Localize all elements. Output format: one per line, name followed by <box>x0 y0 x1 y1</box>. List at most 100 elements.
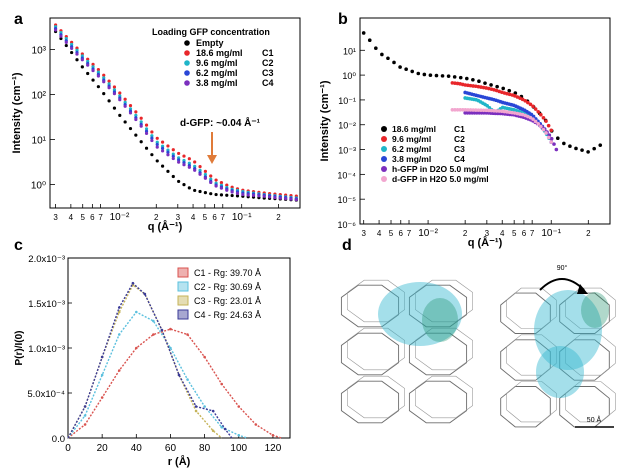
data-point <box>289 197 293 201</box>
series-line <box>67 282 233 439</box>
data-point <box>404 67 408 72</box>
data-point <box>186 378 189 381</box>
data-point <box>160 144 165 148</box>
cage-cell <box>408 284 468 328</box>
data-point <box>144 146 149 150</box>
x-tick-label: 60 <box>165 443 177 454</box>
x-tick-label: 6 <box>212 213 217 222</box>
x-tick-label: 6 <box>399 229 404 238</box>
legend-label: 6.2 mg/ml <box>196 68 238 78</box>
data-point <box>64 36 68 41</box>
data-point <box>526 100 530 105</box>
data-point <box>219 186 224 190</box>
data-point <box>198 172 202 176</box>
legend-marker <box>381 126 387 132</box>
data-point <box>273 195 277 200</box>
data-point <box>166 150 170 154</box>
legend-code: C1 <box>454 124 465 134</box>
data-point <box>214 178 218 182</box>
data-point <box>574 146 578 151</box>
data-point <box>86 63 90 67</box>
data-point <box>139 140 143 144</box>
legend-marker <box>184 70 190 76</box>
panel-c: c 0 20 40 60 80 100 120 0.0 5.0x10⁻⁴ 1.0x10⁻³ 1.5x… <box>14 237 291 468</box>
cage-cell-back <box>506 334 557 376</box>
legend-code: C3 <box>454 144 465 154</box>
data-point <box>225 188 229 192</box>
legend-marker <box>184 50 190 56</box>
protein-core <box>422 298 458 342</box>
protein-blob <box>534 290 602 370</box>
data-point <box>214 192 218 197</box>
data-point <box>102 80 106 84</box>
data-point <box>586 150 590 154</box>
data-point <box>193 188 197 193</box>
data-point <box>209 174 213 178</box>
data-point <box>428 73 433 78</box>
data-point <box>100 355 104 359</box>
data-point <box>466 108 470 112</box>
data-point <box>484 108 488 113</box>
mof-cage-right-illustration <box>500 287 616 428</box>
data-point <box>96 85 100 89</box>
data-point <box>131 281 135 285</box>
panel-b-xlabel: q (Å⁻¹) <box>468 236 503 249</box>
annotation-arrow-head <box>207 155 217 164</box>
data-point <box>452 75 457 79</box>
legend-marker <box>381 166 387 172</box>
data-point <box>203 190 207 195</box>
data-point <box>128 103 133 108</box>
y-tick-label: 10⁻³ <box>338 146 356 156</box>
data-point <box>155 142 159 147</box>
data-point <box>562 141 566 146</box>
x-tick-label: 5 <box>203 213 208 222</box>
data-point <box>187 165 191 169</box>
data-point <box>513 91 518 95</box>
data-point <box>477 79 481 83</box>
data-point <box>134 117 138 122</box>
x-tick-label: 100 <box>230 443 247 454</box>
cage-cell <box>500 339 551 381</box>
series-d-gfp-in-h2o-5-0-mg-ml <box>450 107 554 144</box>
data-point <box>549 128 554 133</box>
data-point <box>410 69 415 74</box>
rotation-arrow-icon <box>539 278 585 291</box>
panel-c-ylabel: P(r)/I(0) <box>14 331 25 366</box>
panel-b-series <box>361 31 603 154</box>
cage-cell-back <box>565 287 616 329</box>
mof-cage-left-illustration <box>340 279 473 424</box>
data-point <box>171 154 175 158</box>
series-line <box>67 328 282 439</box>
data-point <box>278 196 282 200</box>
legend-code: C2 <box>262 58 274 68</box>
legend-swatch <box>177 281 189 292</box>
data-point <box>134 133 138 137</box>
panel-a-frame <box>49 17 301 209</box>
data-point <box>169 346 172 350</box>
data-point <box>83 405 87 408</box>
data-point <box>483 81 487 85</box>
data-point <box>225 193 229 197</box>
legend-label: Empty <box>196 38 224 48</box>
data-point <box>209 192 213 196</box>
data-point <box>230 190 234 194</box>
cage-cell-back <box>565 334 616 376</box>
legend-label: C1 - Rg: 39.70 Å <box>194 268 261 278</box>
legend-label: 9.6 mg/ml <box>196 58 238 68</box>
data-point <box>118 98 122 102</box>
x-tick-label: 3 <box>485 229 490 238</box>
data-point <box>209 180 213 185</box>
legend-label: 3.8 mg/ml <box>392 154 431 164</box>
data-point <box>177 160 181 164</box>
x-tick-label: 0 <box>65 443 71 454</box>
x-tick-label: 3 <box>176 213 181 222</box>
data-point <box>219 193 224 197</box>
data-point <box>70 50 74 55</box>
data-point <box>144 131 149 135</box>
x-tick-label: 6 <box>90 213 95 222</box>
data-point <box>398 65 402 69</box>
data-point <box>83 423 87 426</box>
series-9-6-mg-ml <box>450 81 554 133</box>
series-c2 <box>67 310 248 439</box>
data-point <box>254 423 258 426</box>
